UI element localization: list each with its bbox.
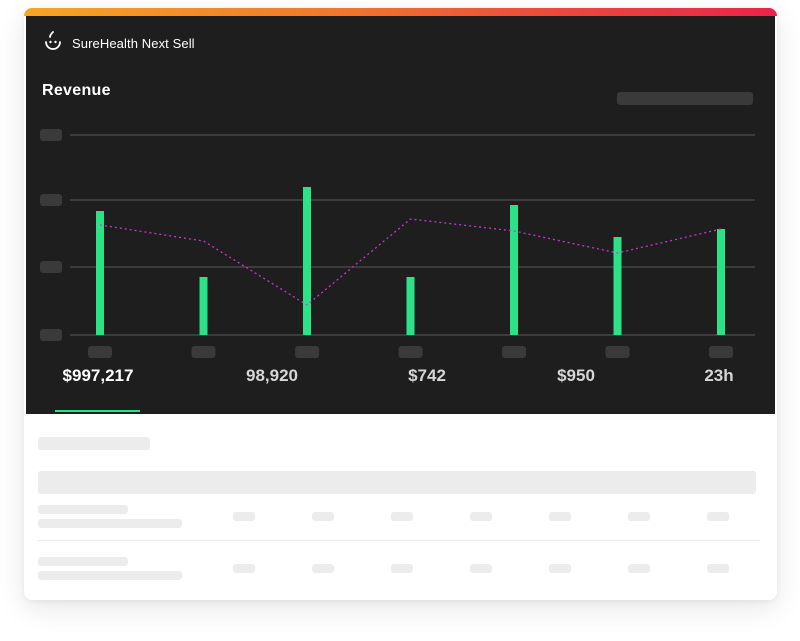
tab-revenue[interactable]: $997,217 (62, 366, 134, 385)
cell-placeholder (312, 512, 334, 521)
bar (199, 277, 208, 335)
cell-placeholder (470, 512, 492, 521)
tab-orders[interactable]: 98,920 (246, 366, 298, 385)
revenue-card: SureHealth Next Sell Revenue $997,217 98… (24, 8, 777, 600)
metric-tabs: $997,217 98,920 $742 $950 23h (26, 366, 775, 414)
tab-average-order[interactable]: $742 (408, 366, 446, 385)
brand: SureHealth Next Sell (42, 30, 195, 56)
x-tick-placeholder (502, 346, 526, 358)
x-tick-placeholder (88, 346, 112, 358)
table-header-placeholder (38, 471, 756, 494)
chart-title: Revenue (42, 82, 111, 99)
y-tick-placeholder (40, 194, 62, 206)
x-tick-placeholder (191, 346, 216, 358)
row-title-placeholder (38, 505, 128, 514)
active-tab-indicator (55, 410, 140, 412)
cell-placeholder (549, 564, 571, 573)
cell-placeholder (628, 564, 650, 573)
bar (96, 211, 104, 335)
revenue-chart (40, 129, 755, 358)
row-title-placeholder (38, 557, 128, 566)
cell-placeholder (391, 564, 413, 573)
cell-placeholder (233, 512, 255, 521)
tab-average-value[interactable]: $950 (557, 366, 595, 385)
cell-placeholder (707, 512, 729, 521)
chart-panel: SureHealth Next Sell Revenue $997,217 98… (26, 16, 775, 414)
bar (717, 229, 725, 335)
table-title-placeholder (38, 437, 150, 450)
brand-gradient-bar (24, 8, 777, 16)
bar (510, 205, 518, 335)
cell-placeholder (707, 564, 729, 573)
cell-placeholder (391, 512, 413, 521)
trend-line (99, 218, 722, 306)
x-tick-placeholder (605, 346, 630, 358)
x-tick-placeholder (709, 346, 733, 358)
y-tick-placeholder (40, 261, 62, 273)
bar (303, 187, 311, 335)
cell-placeholder (549, 512, 571, 521)
brand-name: SureHealth Next Sell (72, 35, 195, 51)
x-tick-placeholder (398, 346, 423, 358)
cell-placeholder (233, 564, 255, 573)
cell-placeholder (312, 564, 334, 573)
tab-duration[interactable]: 23h (704, 366, 734, 385)
cell-placeholder (628, 512, 650, 521)
date-range-placeholder[interactable] (617, 92, 753, 105)
y-tick-placeholder (40, 329, 62, 341)
cell-placeholder (470, 564, 492, 573)
bar (406, 277, 415, 335)
row-divider (38, 540, 760, 541)
x-tick-placeholder (295, 346, 319, 358)
row-subtitle-placeholder (38, 571, 182, 580)
bar (613, 237, 622, 335)
smile-drop-icon (45, 31, 61, 50)
row-subtitle-placeholder (38, 519, 182, 528)
y-tick-placeholder (40, 129, 62, 141)
